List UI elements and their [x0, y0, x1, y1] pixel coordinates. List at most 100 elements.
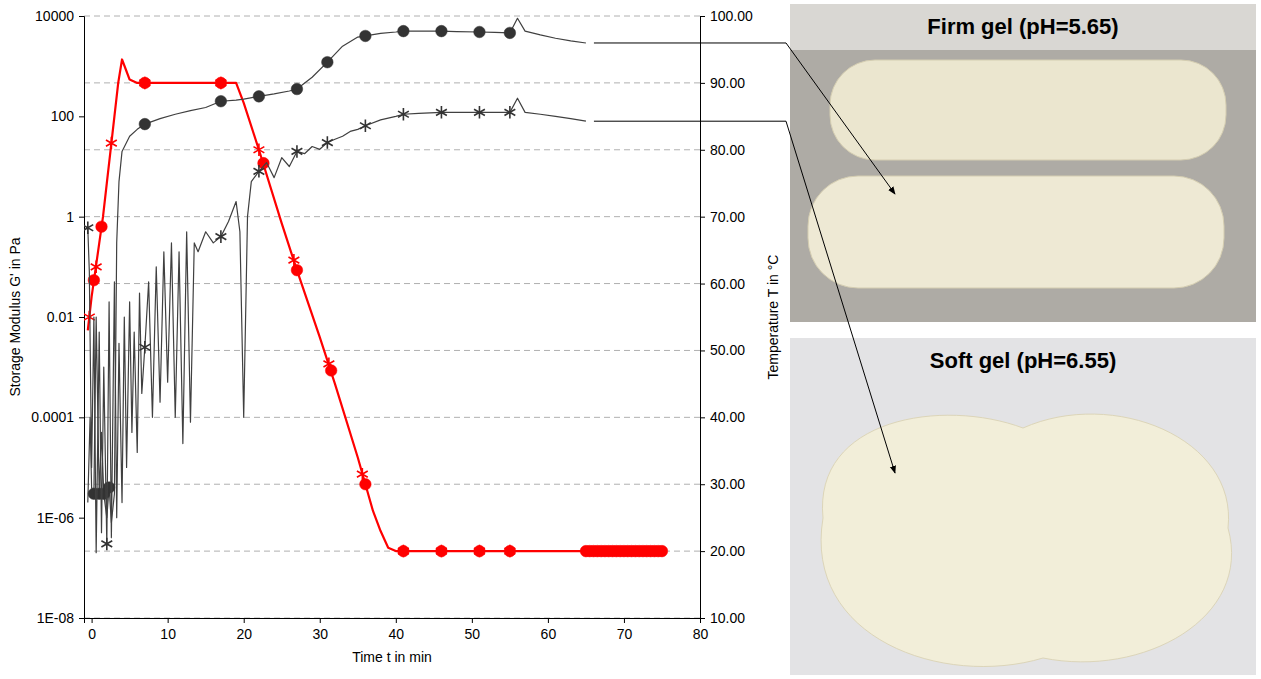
tick-mark: [79, 116, 84, 117]
tick-label: 40.00: [710, 409, 745, 425]
grid-line: [84, 283, 700, 284]
axis-line: [85, 619, 701, 624]
marker: [398, 25, 410, 37]
tick-mark: [79, 16, 84, 17]
tick: 10.00: [700, 610, 745, 626]
marker: [91, 261, 102, 274]
y-axis: 1E-08 1E-06 0.0001 0.01 1 100 10000: [31, 8, 84, 626]
tick-mark: [396, 618, 397, 623]
annotation: Firm gel (pH=5.65): [927, 14, 1118, 39]
marker: [474, 545, 485, 558]
marker: [436, 25, 448, 37]
tick: 70: [617, 618, 633, 642]
tick: 1E-08: [37, 610, 84, 626]
tick: 20.00: [700, 543, 745, 559]
tick-label: 10000: [35, 8, 74, 24]
tick-mark: [320, 618, 321, 623]
x-axis: 0 10 20 30 40 50 60 70 80: [85, 618, 709, 642]
tick-mark: [79, 217, 84, 218]
tick-label: 60.00: [710, 276, 745, 292]
marker: [504, 545, 516, 557]
grid-line: [84, 216, 700, 217]
tick-label: 80: [693, 626, 709, 642]
marker: [288, 254, 299, 267]
line: [88, 59, 662, 551]
marker: [215, 77, 227, 89]
marker: [253, 165, 264, 178]
tick: 0: [88, 618, 96, 642]
marker: [474, 26, 486, 38]
marker: [253, 91, 265, 103]
tick-mark: [548, 618, 549, 623]
axis-line: [79, 17, 85, 619]
chart-svg: 0 10 20 30 40 50 60 70 80 1E-08 1E-06 0.0001 0.01 1 10…: [0, 0, 1261, 679]
tick-mark: [700, 150, 705, 151]
y2-axis: 10.0020.0030.0040.0050.0060.0070.0080.00…: [700, 8, 753, 626]
tick: 100.00: [700, 8, 753, 24]
tick-label: 1: [66, 209, 74, 225]
marker: [504, 106, 515, 119]
y-axis-title: Storage Modulus G' in Pa: [7, 237, 23, 396]
tick-label: 50: [465, 626, 481, 642]
marker: [292, 145, 303, 158]
tick-label: 30: [312, 626, 328, 642]
tick-mark: [79, 618, 84, 619]
tick-label: 0: [88, 626, 96, 642]
tick: 60.00: [700, 276, 745, 292]
marker: [436, 545, 448, 557]
marker: [474, 106, 485, 119]
tick: 1E-06: [37, 510, 84, 526]
tick-mark: [700, 417, 705, 418]
marker: [357, 468, 368, 481]
tick-label: 90.00: [710, 75, 745, 91]
marker: [139, 77, 150, 90]
marker: [323, 358, 334, 371]
tick: 0.0001: [31, 409, 84, 425]
marker: [139, 118, 151, 130]
photo: [790, 4, 1256, 322]
tick-mark: [79, 417, 84, 418]
marker: [360, 478, 372, 490]
tick-label: 30.00: [710, 476, 745, 492]
tick-label: 70: [617, 626, 633, 642]
tick: 50.00: [700, 342, 745, 358]
marker: [322, 136, 333, 149]
tick-label: 10: [160, 626, 176, 642]
tick: 50: [465, 618, 481, 642]
tick: 30.00: [700, 476, 745, 492]
tick-label: 0.01: [47, 309, 74, 325]
tick-mark: [700, 16, 705, 17]
tick-mark: [700, 350, 705, 351]
tick-mark: [700, 484, 705, 485]
marker: [215, 95, 227, 107]
tick-mark: [244, 618, 245, 623]
tick-mark: [700, 284, 705, 285]
x-axis-title: Time t in min: [352, 649, 432, 665]
marker: [398, 108, 409, 121]
tick-label: 60: [541, 626, 557, 642]
marker: [474, 545, 486, 557]
marker: [436, 545, 447, 558]
tick-mark: [700, 83, 705, 84]
marker: [398, 545, 409, 558]
photo-gel: [830, 60, 1226, 160]
tick-mark: [700, 618, 705, 619]
grid-line: [84, 149, 700, 150]
arrow: [594, 43, 895, 194]
tick-label: 80.00: [710, 142, 745, 158]
grid-line: [84, 484, 700, 485]
tick: 30: [312, 618, 328, 642]
photo: [790, 338, 1256, 675]
tick: 40: [389, 618, 405, 642]
tick-mark: [624, 618, 625, 623]
tick: 20: [236, 618, 252, 642]
grid: [84, 16, 700, 618]
tick-label: 20.00: [710, 543, 745, 559]
tick-mark: [700, 551, 705, 552]
tick-mark: [79, 317, 84, 318]
tick-label: 100.00: [710, 8, 753, 24]
tick-label: 100: [51, 108, 75, 124]
marker: [291, 264, 303, 276]
marker: [84, 222, 93, 235]
tick: 10000: [35, 8, 84, 24]
